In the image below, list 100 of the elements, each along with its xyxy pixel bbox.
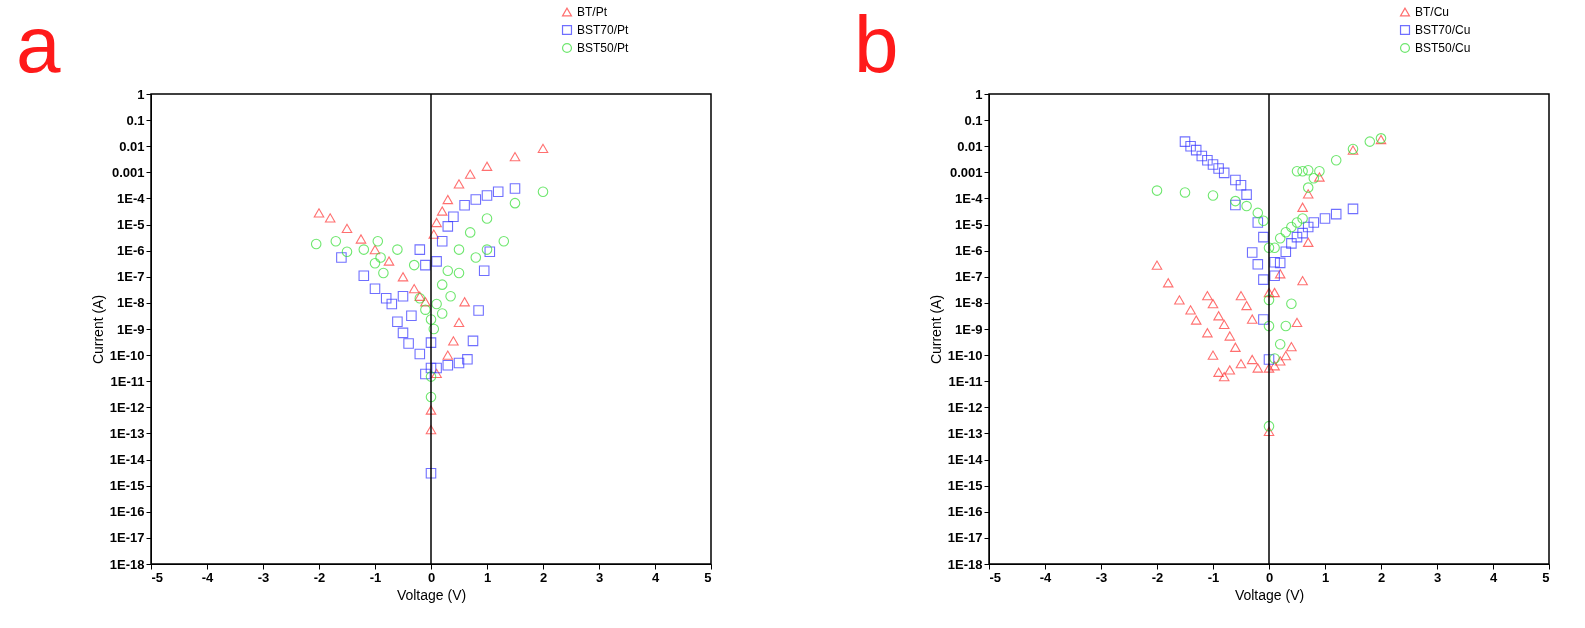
point bbox=[1269, 242, 1280, 253]
point bbox=[1364, 136, 1376, 147]
point bbox=[1246, 354, 1258, 365]
point bbox=[498, 235, 510, 247]
point bbox=[1308, 173, 1320, 184]
y-tick-label: 1E-18 bbox=[947, 556, 983, 572]
point bbox=[1274, 356, 1286, 366]
point bbox=[1291, 165, 1303, 177]
point bbox=[1207, 299, 1219, 309]
point bbox=[1246, 314, 1258, 324]
y-tick-label: 0.1 bbox=[964, 112, 983, 128]
point bbox=[428, 229, 440, 239]
x-tick-label: 2 bbox=[1377, 569, 1386, 585]
point bbox=[442, 350, 454, 360]
point bbox=[1185, 140, 1196, 152]
y-tick-label: 1E-12 bbox=[109, 399, 145, 415]
point bbox=[1151, 260, 1163, 270]
point bbox=[509, 197, 521, 209]
y-tick-label: 1E-7 bbox=[117, 269, 145, 285]
point bbox=[431, 362, 442, 374]
point bbox=[1297, 165, 1308, 177]
point bbox=[1291, 231, 1303, 243]
point bbox=[431, 368, 442, 379]
point bbox=[1213, 367, 1224, 377]
x-tick-label: 0 bbox=[1265, 569, 1274, 585]
point bbox=[1263, 363, 1275, 373]
y-tick-label: 1E-9 bbox=[117, 321, 145, 337]
point bbox=[1319, 213, 1331, 224]
point bbox=[1274, 269, 1286, 279]
point bbox=[492, 186, 504, 198]
point bbox=[414, 244, 426, 255]
point bbox=[1241, 300, 1252, 311]
point bbox=[420, 297, 431, 307]
point bbox=[372, 235, 384, 247]
point bbox=[453, 357, 465, 369]
point bbox=[1218, 167, 1230, 179]
point bbox=[1258, 314, 1269, 325]
point bbox=[378, 267, 389, 279]
point bbox=[1151, 185, 1163, 196]
point bbox=[1190, 315, 1202, 325]
point bbox=[1302, 164, 1314, 176]
point bbox=[369, 244, 381, 255]
point bbox=[1179, 187, 1191, 198]
x-tick-label: -4 bbox=[1039, 569, 1053, 585]
point bbox=[1252, 207, 1264, 219]
point bbox=[1263, 426, 1275, 437]
point bbox=[1162, 278, 1174, 288]
point bbox=[425, 391, 437, 403]
point bbox=[1235, 359, 1247, 369]
point bbox=[1224, 365, 1236, 375]
y-tick-label: 1E-11 bbox=[948, 373, 983, 389]
point bbox=[1280, 226, 1292, 238]
y-tick-label: 1E-5 bbox=[955, 217, 983, 233]
point bbox=[1291, 217, 1303, 228]
point bbox=[1207, 159, 1219, 170]
point bbox=[1207, 350, 1219, 360]
point bbox=[1269, 287, 1280, 298]
point bbox=[448, 336, 459, 346]
point bbox=[1252, 363, 1264, 373]
point bbox=[1196, 150, 1208, 162]
y-tick-label: 1E-8 bbox=[117, 295, 145, 311]
point bbox=[1280, 351, 1292, 361]
point bbox=[1274, 338, 1286, 350]
point bbox=[1302, 221, 1314, 233]
point bbox=[313, 208, 325, 218]
point bbox=[375, 252, 386, 263]
y-tick-label: 1E-15 bbox=[109, 478, 145, 494]
point bbox=[445, 290, 456, 302]
point bbox=[1347, 203, 1359, 215]
y-tick-label: 1E-10 bbox=[109, 347, 145, 363]
chart-title: a bbox=[16, 0, 61, 89]
point bbox=[509, 183, 521, 194]
point bbox=[358, 270, 370, 281]
point bbox=[1241, 200, 1252, 212]
point bbox=[1302, 189, 1314, 199]
y-tick-label: 1E-14 bbox=[109, 452, 146, 468]
point bbox=[464, 227, 476, 238]
point bbox=[1286, 238, 1297, 249]
point bbox=[1185, 305, 1196, 315]
y-tick-label: 1E-8 bbox=[955, 295, 983, 311]
point bbox=[478, 265, 490, 277]
point bbox=[1314, 172, 1325, 182]
point bbox=[358, 244, 370, 255]
point bbox=[1213, 163, 1224, 174]
point bbox=[1202, 154, 1213, 166]
legend-label: BST70/Cu bbox=[1415, 23, 1471, 37]
point bbox=[1297, 276, 1308, 286]
y-tick-label: 1E-17 bbox=[947, 530, 983, 546]
point bbox=[464, 169, 476, 179]
point bbox=[397, 272, 409, 282]
point bbox=[1207, 190, 1219, 201]
x-tick-label: -1 bbox=[1207, 569, 1220, 585]
legend-label: BT/Cu bbox=[1415, 5, 1450, 19]
legend-label: BT/Pt bbox=[577, 5, 608, 19]
x-tick-label: 1 bbox=[1321, 569, 1330, 585]
legend-label: BST70/Pt bbox=[577, 23, 630, 37]
point bbox=[1218, 371, 1230, 382]
x-tick-label: 2 bbox=[539, 569, 548, 585]
point bbox=[336, 252, 347, 263]
point bbox=[1213, 311, 1224, 321]
